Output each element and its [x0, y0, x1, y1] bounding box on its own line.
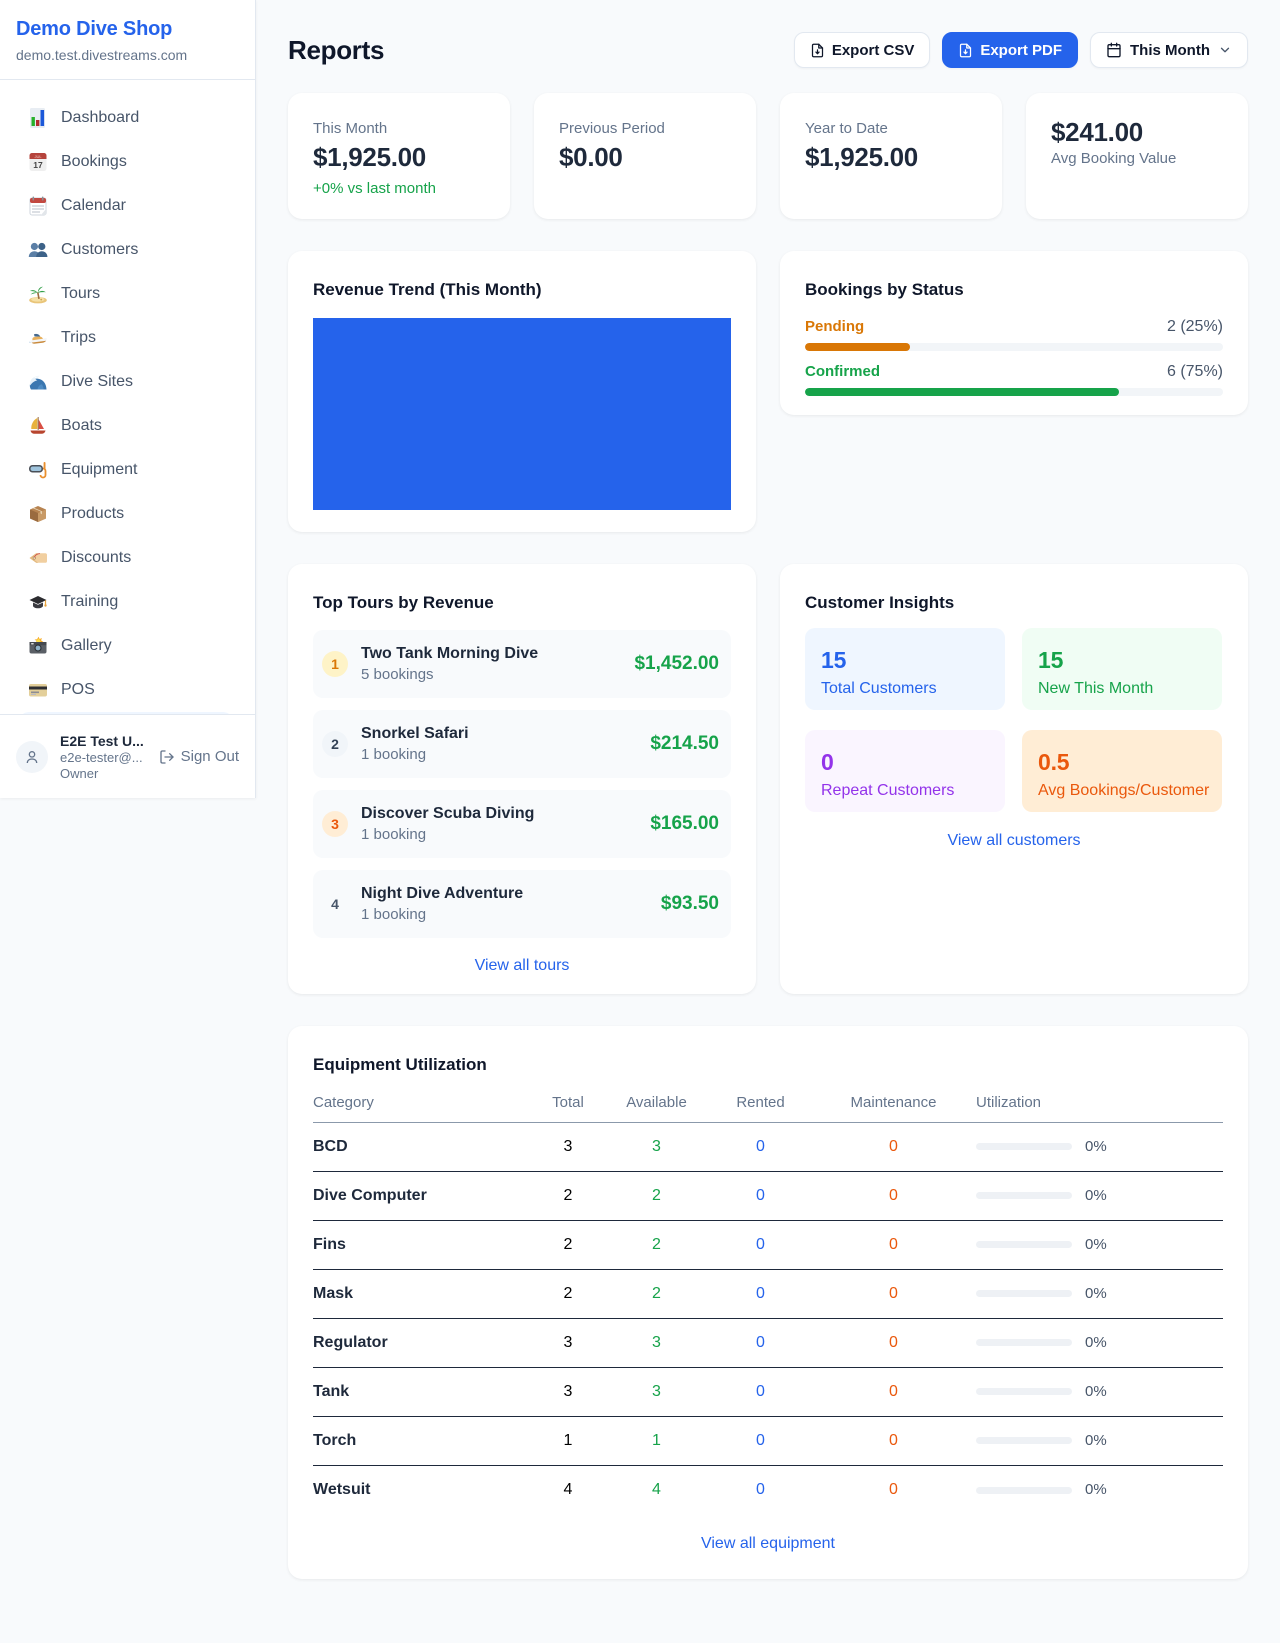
svg-text:JUL: JUL	[34, 154, 42, 159]
svg-text:17: 17	[33, 160, 43, 170]
